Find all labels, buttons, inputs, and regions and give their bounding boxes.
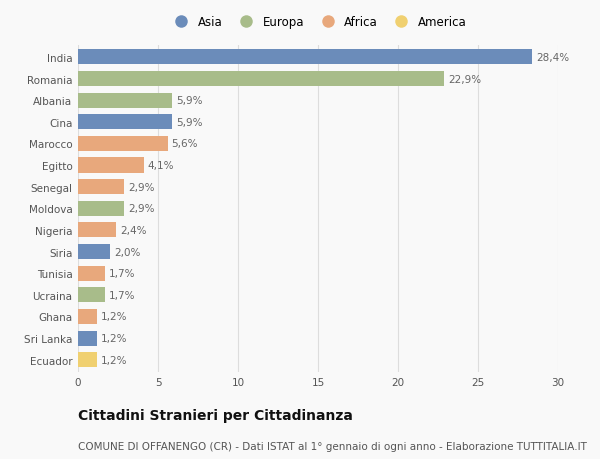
Text: 2,9%: 2,9% [128, 204, 155, 214]
Text: 5,6%: 5,6% [172, 139, 198, 149]
Bar [78, 72, 445, 87]
Bar [78, 50, 532, 65]
Bar [78, 288, 105, 303]
Bar [78, 223, 116, 238]
Bar [78, 331, 97, 346]
Legend: Asia, Europa, Africa, America: Asia, Europa, Africa, America [169, 16, 467, 29]
Text: COMUNE DI OFFANENGO (CR) - Dati ISTAT al 1° gennaio di ogni anno - Elaborazione : COMUNE DI OFFANENGO (CR) - Dati ISTAT al… [78, 441, 587, 451]
Text: 5,9%: 5,9% [176, 118, 203, 128]
Text: 1,7%: 1,7% [109, 290, 136, 300]
Bar [78, 309, 97, 325]
Text: Cittadini Stranieri per Cittadinanza: Cittadini Stranieri per Cittadinanza [78, 409, 353, 422]
Bar [78, 245, 110, 259]
Text: 4,1%: 4,1% [148, 161, 174, 171]
Bar [78, 158, 143, 173]
Text: 5,9%: 5,9% [176, 96, 203, 106]
Bar [78, 266, 105, 281]
Bar [78, 136, 167, 151]
Bar [78, 202, 124, 216]
Bar [78, 115, 172, 130]
Text: 1,2%: 1,2% [101, 312, 128, 322]
Text: 1,2%: 1,2% [101, 333, 128, 343]
Bar [78, 180, 124, 195]
Text: 2,0%: 2,0% [114, 247, 140, 257]
Text: 28,4%: 28,4% [536, 53, 569, 63]
Text: 2,9%: 2,9% [128, 182, 155, 192]
Text: 1,2%: 1,2% [101, 355, 128, 365]
Text: 1,7%: 1,7% [109, 269, 136, 279]
Text: 22,9%: 22,9% [448, 74, 482, 84]
Bar [78, 93, 172, 108]
Bar [78, 353, 97, 368]
Text: 2,4%: 2,4% [121, 225, 147, 235]
